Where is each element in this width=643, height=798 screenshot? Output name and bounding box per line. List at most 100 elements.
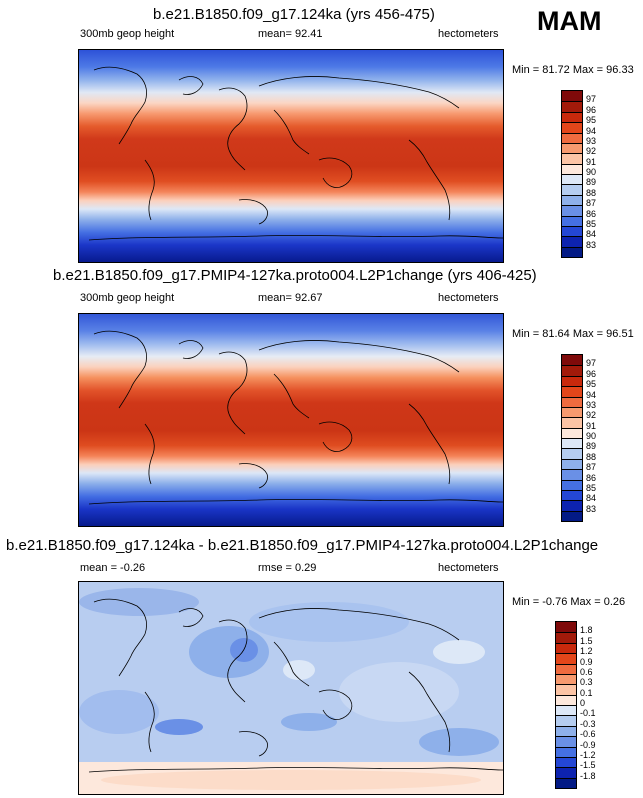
legend-swatch xyxy=(562,427,582,438)
panel-2-coastlines xyxy=(88,330,503,505)
legend-swatch xyxy=(562,246,582,257)
legend-label: 93 xyxy=(586,135,597,146)
legend-label: -1.2 xyxy=(580,749,596,760)
legend-swatch xyxy=(562,469,582,480)
legend-swatch xyxy=(556,725,576,737)
panel-3-rmse: rmse = 0.29 xyxy=(258,562,317,574)
panel-1-coastlines xyxy=(88,66,503,241)
panel-2-minmax: Min = 81.64 Max = 96.51 xyxy=(512,328,634,340)
legend-label: 97 xyxy=(586,358,597,369)
legend-swatch xyxy=(556,767,576,778)
legend-swatch xyxy=(562,142,582,154)
legend-swatch xyxy=(562,225,582,237)
legend-label: 89 xyxy=(586,177,597,188)
legend-swatch xyxy=(562,205,582,216)
legend-swatch xyxy=(562,438,582,449)
legend-label: 89 xyxy=(586,441,597,452)
legend-swatch xyxy=(562,132,582,143)
legend-label: 92 xyxy=(586,146,597,157)
season-label: MAM xyxy=(537,6,602,36)
legend-swatch xyxy=(556,673,576,685)
panel-2-mean: mean= 92.67 xyxy=(258,292,323,304)
legend-label: 0.6 xyxy=(580,666,593,677)
legend-label: 85 xyxy=(586,218,597,229)
legend-swatch xyxy=(556,736,576,747)
legend-swatch xyxy=(562,375,582,387)
legend-label: 83 xyxy=(586,503,597,514)
legend-label: 94 xyxy=(586,389,597,400)
panel-2-title: b.e21.B1850.f09_g17.PMIP4-127ka.proto004… xyxy=(53,267,537,284)
panel-1-mean: mean= 92.41 xyxy=(258,28,323,40)
legend-swatch xyxy=(556,705,576,716)
legend-label: -0.9 xyxy=(580,739,596,750)
legend-swatch xyxy=(562,386,582,397)
panel-2-legend-labels: 97 96 95 94 93 92 91 90 89 88 87 86 85 84 83 xyxy=(586,354,626,520)
panel-3-coastlines xyxy=(88,598,503,773)
legend-swatch xyxy=(562,355,582,366)
legend-swatch xyxy=(562,184,582,195)
legend-swatch xyxy=(562,101,582,112)
legend-label: 88 xyxy=(586,187,597,198)
panel-3-legend-labels: 1.8 1.5 1.2 0.9 0.6 0.3 0.1 0 -0.1 -0.3 -0.6 -0.9 -1… xyxy=(580,621,620,787)
legend-label: 90 xyxy=(586,431,597,441)
legend-swatch xyxy=(556,622,576,633)
legend-swatch xyxy=(562,236,582,247)
legend-label: 95 xyxy=(586,115,597,126)
panel-1-title: b.e21.B1850.f09_g17.124ka (yrs 456-475) xyxy=(153,6,435,23)
panel-3-mean: mean = -0.26 xyxy=(80,562,146,574)
legend-label: 91 xyxy=(586,420,597,431)
panel-2-legend-bar xyxy=(561,354,583,522)
panel-1-units: hectometers xyxy=(438,28,499,40)
legend-label: 87 xyxy=(586,462,597,473)
panel-2-units: hectometers xyxy=(438,292,499,304)
legend-label: 1.5 xyxy=(580,635,593,646)
legend-swatch xyxy=(562,111,582,123)
legend-label: 86 xyxy=(586,208,597,219)
legend-swatch xyxy=(562,479,582,490)
panel-1-minmax: Min = 81.72 Max = 96.33 xyxy=(512,64,634,76)
panel-1-map xyxy=(78,49,504,263)
legend-swatch xyxy=(556,653,576,664)
panel-2-map xyxy=(78,313,504,527)
panel-1-field xyxy=(79,50,503,262)
panel-3-legend-bar xyxy=(555,621,577,789)
legend-label: 84 xyxy=(586,493,597,504)
legend-swatch xyxy=(562,489,582,501)
legend-swatch xyxy=(562,365,582,376)
legend-label: 0.9 xyxy=(580,656,593,667)
legend-label: -0.6 xyxy=(580,729,596,740)
legend-swatch xyxy=(562,194,582,206)
legend-swatch xyxy=(562,417,582,428)
legend-swatch xyxy=(556,632,576,643)
panel-3-minmax: Min = -0.76 Max = 0.26 xyxy=(512,596,626,608)
legend-swatch xyxy=(562,510,582,521)
legend-swatch xyxy=(556,684,576,695)
legend-swatch xyxy=(562,163,582,174)
legend-swatch xyxy=(556,777,576,788)
legend-swatch xyxy=(562,448,582,459)
legend-label: 0.1 xyxy=(580,687,593,698)
legend-label: 96 xyxy=(586,368,597,379)
legend-swatch xyxy=(556,663,576,674)
panel-1-variable: 300mb geop height xyxy=(80,28,175,40)
panel-1-legend-labels: 97 96 95 94 93 92 91 90 89 88 87 86 85 84 83 xyxy=(586,90,626,256)
panel-1-legend-bar xyxy=(561,90,583,258)
panel-3-anomaly-patches xyxy=(79,588,503,794)
legend-label: 84 xyxy=(586,229,597,240)
legend-label: 96 xyxy=(586,104,597,115)
panel-2-field xyxy=(79,314,503,526)
panel-3-map xyxy=(78,581,504,795)
legend-label: 91 xyxy=(586,156,597,167)
legend-label: -1.8 xyxy=(580,770,596,781)
panel-3-units: hectometers xyxy=(438,562,499,574)
legend-swatch xyxy=(562,500,582,511)
legend-label: 86 xyxy=(586,472,597,483)
legend-swatch xyxy=(562,91,582,102)
legend-label: 83 xyxy=(586,239,597,250)
legend-label: -1.5 xyxy=(580,760,596,771)
legend-swatch xyxy=(556,642,576,654)
legend-swatch xyxy=(562,174,582,185)
legend-label: 87 xyxy=(586,198,597,209)
legend-label: 88 xyxy=(586,451,597,462)
legend-label: -0.1 xyxy=(580,708,596,719)
